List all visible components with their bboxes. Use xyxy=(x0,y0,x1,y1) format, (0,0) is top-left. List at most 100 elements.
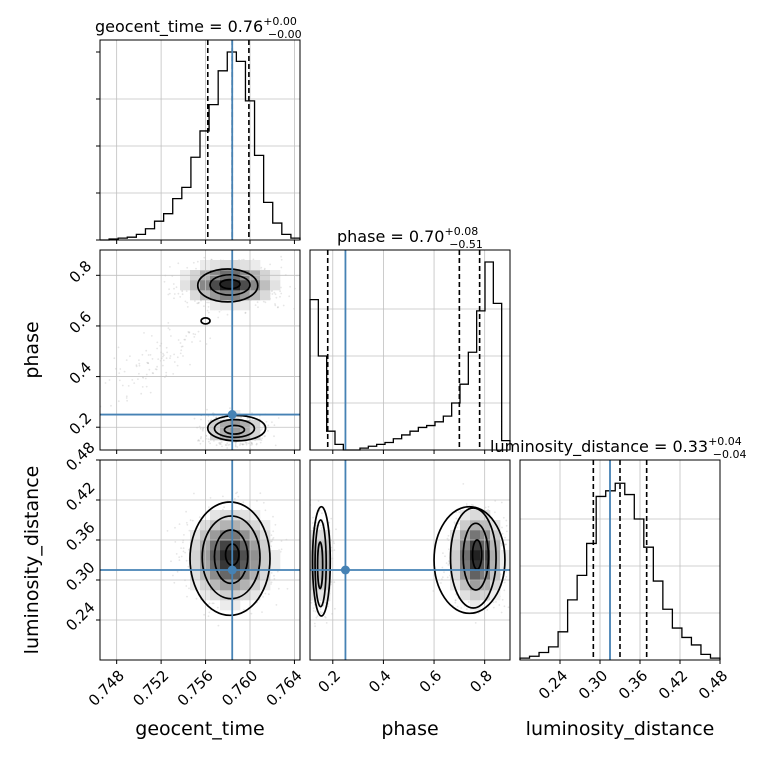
sample-point xyxy=(203,613,206,616)
density-bin xyxy=(230,430,241,441)
sample-point xyxy=(218,442,221,444)
sample-point xyxy=(197,302,200,305)
sample-point xyxy=(504,543,507,546)
sample-point xyxy=(181,293,184,296)
density-bin xyxy=(230,570,241,581)
density-bin xyxy=(460,510,471,521)
density-bin xyxy=(470,560,481,571)
sample-point xyxy=(524,578,526,580)
sample-point xyxy=(88,405,90,407)
sample-point xyxy=(267,424,270,427)
sample-point xyxy=(322,611,324,614)
sample-point xyxy=(280,266,283,269)
sample-point xyxy=(199,437,202,440)
sample-point xyxy=(447,534,450,537)
sample-point xyxy=(454,599,457,602)
sample-point xyxy=(208,427,211,430)
xtick-label-phase: 0.2 xyxy=(314,667,344,697)
density-bin xyxy=(240,510,251,521)
sample-point xyxy=(185,521,188,524)
density-bin xyxy=(220,570,231,581)
sample-point xyxy=(274,523,277,526)
sample-point xyxy=(305,278,307,280)
sample-point xyxy=(195,597,198,600)
sample-point xyxy=(250,612,253,615)
sample-point xyxy=(202,440,204,443)
density-bin xyxy=(240,260,251,271)
sample-point xyxy=(208,428,211,430)
density-bin xyxy=(460,520,471,531)
sample-point xyxy=(173,353,176,356)
sample-point xyxy=(114,367,117,370)
sample-point xyxy=(319,611,322,613)
sample-point xyxy=(501,543,503,545)
density-bin xyxy=(200,260,211,271)
sample-point xyxy=(335,528,337,531)
sample-point xyxy=(182,355,184,357)
sample-point xyxy=(280,292,283,295)
density-bin xyxy=(220,420,231,431)
sample-point xyxy=(108,379,111,381)
sample-point xyxy=(198,439,201,442)
sample-point xyxy=(175,286,178,289)
sample-point xyxy=(505,524,508,527)
sample-point xyxy=(180,555,183,558)
sample-point xyxy=(191,341,193,343)
density-bin xyxy=(220,430,231,441)
sample-point xyxy=(458,522,461,525)
sample-point xyxy=(280,540,283,542)
sample-point xyxy=(270,581,273,584)
density-bin xyxy=(230,550,241,561)
sample-point xyxy=(200,418,202,421)
sample-point xyxy=(203,256,206,259)
sample-point xyxy=(226,442,229,445)
sample-point xyxy=(270,534,273,537)
density-bin xyxy=(190,290,201,301)
density-bin xyxy=(270,560,281,571)
sample-point xyxy=(501,532,504,535)
sample-point xyxy=(176,356,179,359)
sample-point xyxy=(330,517,333,520)
sample-point xyxy=(123,370,126,373)
sample-point xyxy=(165,346,168,349)
sample-point xyxy=(104,382,107,384)
density-bin xyxy=(460,550,471,561)
panel-frame-phase-distance xyxy=(309,459,511,661)
sample-point xyxy=(503,605,506,608)
sample-point xyxy=(185,290,188,292)
sample-point xyxy=(311,522,314,524)
density-bin xyxy=(250,520,261,531)
truth-marker xyxy=(227,565,237,575)
density-bin xyxy=(450,530,461,541)
density-bin xyxy=(190,560,201,571)
sample-point xyxy=(328,521,331,524)
sample-point xyxy=(225,444,228,446)
sample-point xyxy=(187,565,190,568)
sample-point xyxy=(188,587,190,590)
sample-point xyxy=(447,564,450,566)
sample-point xyxy=(182,541,184,544)
sample-point xyxy=(220,441,223,443)
xtick-label-distance: 0.42 xyxy=(655,667,691,703)
sample-point xyxy=(307,553,309,555)
density-bin xyxy=(480,520,491,531)
sample-point xyxy=(118,379,121,382)
sample-point xyxy=(306,595,308,597)
density-bin xyxy=(470,540,481,551)
sample-point xyxy=(315,616,318,619)
density-bin xyxy=(200,540,211,551)
sample-point xyxy=(470,503,473,506)
sample-point xyxy=(219,443,222,445)
sample-point xyxy=(113,357,116,360)
sample-point xyxy=(272,537,275,539)
sample-point xyxy=(172,373,175,375)
sample-point xyxy=(235,492,237,495)
sample-point xyxy=(168,328,171,331)
sample-point xyxy=(207,419,210,422)
sample-point xyxy=(443,571,445,574)
sample-point xyxy=(148,368,151,371)
sample-point xyxy=(441,566,444,569)
sample-point xyxy=(197,439,199,442)
sample-point xyxy=(282,304,285,307)
sample-point xyxy=(194,333,197,336)
